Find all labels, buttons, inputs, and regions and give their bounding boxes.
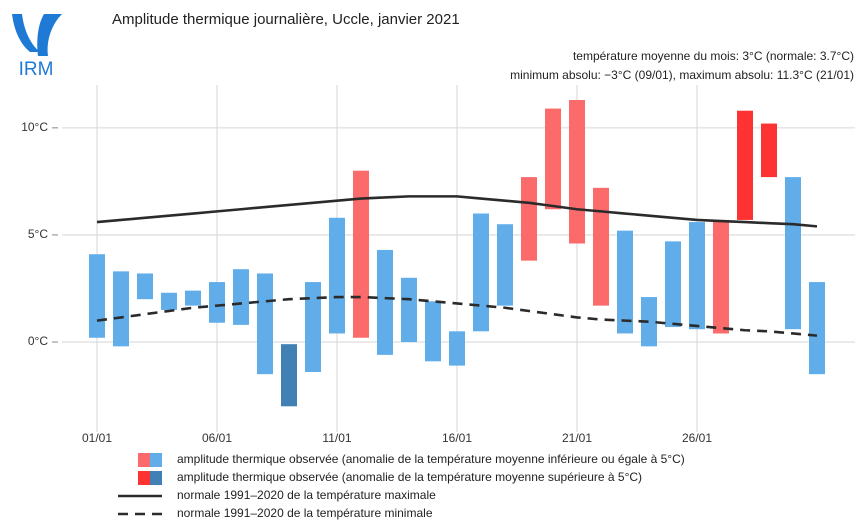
logo: IRM bbox=[12, 14, 62, 80]
legend-label: normale 1991–2020 de la température mini… bbox=[177, 506, 433, 520]
bar bbox=[377, 249, 393, 355]
bar bbox=[569, 99, 585, 244]
bar bbox=[89, 254, 105, 338]
bar bbox=[281, 344, 297, 407]
bar bbox=[665, 241, 681, 328]
x-tick-label: 21/01 bbox=[562, 431, 592, 445]
bar bbox=[473, 213, 489, 332]
subtitle: température moyenne du mois: 3°C (normal… bbox=[573, 49, 854, 63]
normal-line bbox=[96, 295, 818, 337]
logo-text: IRM bbox=[19, 59, 54, 80]
bar bbox=[737, 110, 753, 220]
bar bbox=[401, 277, 417, 343]
y-tick-label: 10°C bbox=[21, 120, 48, 134]
bar bbox=[785, 177, 801, 330]
y-tick-label: 5°C bbox=[28, 227, 48, 241]
x-tick-label: 06/01 bbox=[202, 431, 232, 445]
y-tick-label: 0°C bbox=[28, 334, 48, 348]
bar bbox=[761, 123, 777, 178]
legend-label: amplitude thermique observée (anomalie d… bbox=[177, 470, 642, 484]
bar bbox=[353, 170, 369, 338]
subtitle: minimum absolu: −3°C (09/01), maximum ab… bbox=[510, 68, 854, 82]
bar bbox=[305, 282, 321, 373]
legend-swatch bbox=[150, 453, 162, 467]
bar bbox=[329, 217, 345, 334]
logo-shape bbox=[37, 14, 62, 56]
bar bbox=[161, 292, 177, 310]
x-tick-label: 11/01 bbox=[322, 431, 351, 445]
bar bbox=[113, 271, 129, 347]
bar bbox=[425, 301, 441, 362]
bar bbox=[521, 177, 537, 261]
bar bbox=[233, 269, 249, 325]
bar bbox=[593, 187, 609, 306]
bar bbox=[545, 108, 561, 210]
bar bbox=[209, 282, 225, 323]
bar bbox=[689, 222, 705, 330]
legend-swatch bbox=[138, 453, 150, 467]
bar bbox=[497, 224, 513, 306]
bar bbox=[137, 273, 153, 300]
legend-label: amplitude thermique observée (anomalie d… bbox=[177, 452, 685, 466]
bar bbox=[809, 282, 825, 375]
bar bbox=[449, 331, 465, 366]
grid bbox=[62, 85, 855, 432]
bar bbox=[185, 290, 201, 306]
legend-swatch bbox=[150, 471, 162, 485]
legend-swatch bbox=[138, 471, 150, 485]
bar bbox=[257, 273, 273, 375]
x-tick-label: 01/01 bbox=[82, 431, 112, 445]
legend-label: normale 1991–2020 de la température maxi… bbox=[177, 488, 436, 502]
logo-shape bbox=[12, 14, 40, 52]
bar bbox=[641, 297, 657, 347]
x-tick-label: 16/01 bbox=[442, 431, 472, 445]
normal-line bbox=[96, 195, 818, 228]
bar bbox=[713, 219, 729, 334]
bar bbox=[617, 230, 633, 334]
x-tick-label: 26/01 bbox=[682, 431, 712, 445]
chart-title: Amplitude thermique journalière, Uccle, … bbox=[112, 11, 460, 28]
